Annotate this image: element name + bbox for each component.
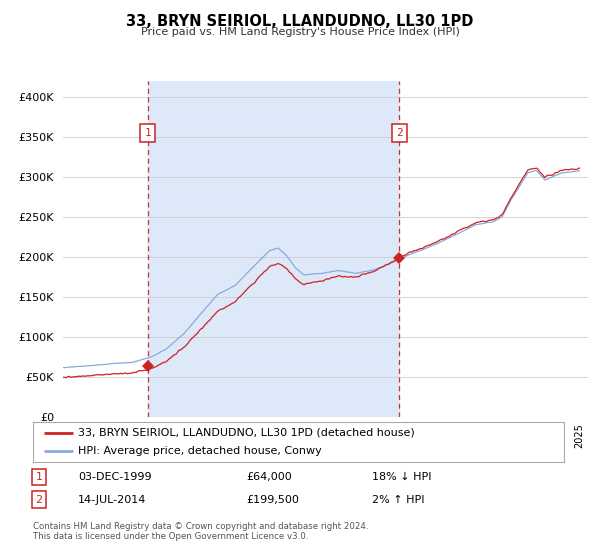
Text: 1: 1 (35, 472, 43, 482)
Text: 2% ↑ HPI: 2% ↑ HPI (372, 494, 425, 505)
Text: 03-DEC-1999: 03-DEC-1999 (78, 472, 152, 482)
Text: 18% ↓ HPI: 18% ↓ HPI (372, 472, 431, 482)
Bar (148, 81, 400, 417)
Text: HPI: Average price, detached house, Conwy: HPI: Average price, detached house, Conw… (78, 446, 322, 456)
Text: 33, BRYN SEIRIOL, LLANDUDNO, LL30 1PD (detached house): 33, BRYN SEIRIOL, LLANDUDNO, LL30 1PD (d… (78, 428, 415, 437)
Text: £199,500: £199,500 (246, 494, 299, 505)
Text: Contains HM Land Registry data © Crown copyright and database right 2024.: Contains HM Land Registry data © Crown c… (33, 522, 368, 531)
Text: 33, BRYN SEIRIOL, LLANDUDNO, LL30 1PD: 33, BRYN SEIRIOL, LLANDUDNO, LL30 1PD (127, 14, 473, 29)
Text: Price paid vs. HM Land Registry's House Price Index (HPI): Price paid vs. HM Land Registry's House … (140, 27, 460, 37)
Text: 14-JUL-2014: 14-JUL-2014 (78, 494, 146, 505)
Text: £64,000: £64,000 (246, 472, 292, 482)
Text: 2: 2 (396, 128, 403, 138)
Text: 1: 1 (145, 128, 151, 138)
Text: 2: 2 (35, 494, 43, 505)
Text: This data is licensed under the Open Government Licence v3.0.: This data is licensed under the Open Gov… (33, 532, 308, 541)
